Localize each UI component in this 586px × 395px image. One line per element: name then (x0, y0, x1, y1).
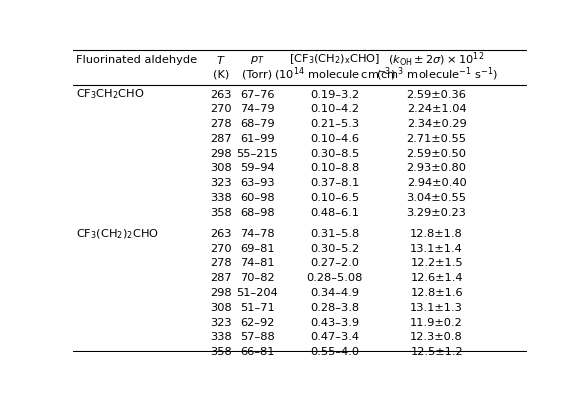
Text: 0.30–8.5: 0.30–8.5 (310, 149, 359, 158)
Text: 12.5±1.2: 12.5±1.2 (410, 347, 463, 357)
Text: 2.71±0.55: 2.71±0.55 (407, 134, 466, 144)
Text: 263: 263 (210, 229, 231, 239)
Text: 287: 287 (210, 134, 231, 144)
Text: 51–71: 51–71 (240, 303, 275, 313)
Text: 308: 308 (210, 303, 231, 313)
Text: 0.31–5.8: 0.31–5.8 (310, 229, 359, 239)
Text: 2.59±0.36: 2.59±0.36 (407, 90, 466, 100)
Text: 0.55–4.0: 0.55–4.0 (310, 347, 359, 357)
Text: 62–92: 62–92 (240, 318, 274, 327)
Text: 358: 358 (210, 347, 231, 357)
Text: 13.1±1.3: 13.1±1.3 (410, 303, 463, 313)
Text: 2.59±0.50: 2.59±0.50 (407, 149, 466, 158)
Text: 0.19–3.2: 0.19–3.2 (310, 90, 359, 100)
Text: 298: 298 (210, 288, 231, 298)
Text: 2.94±0.40: 2.94±0.40 (407, 178, 466, 188)
Text: $T$: $T$ (216, 54, 226, 66)
Text: 2.34±0.29: 2.34±0.29 (407, 119, 466, 129)
Text: 67–76: 67–76 (240, 90, 274, 100)
Text: 270: 270 (210, 244, 231, 254)
Text: 323: 323 (210, 178, 231, 188)
Text: 66–81: 66–81 (240, 347, 274, 357)
Text: $(\mathrm{cm^3\ molecule^{-1}\ s^{-1}})$: $(\mathrm{cm^3\ molecule^{-1}\ s^{-1}})$ (376, 65, 498, 83)
Text: 3.04±0.55: 3.04±0.55 (407, 193, 466, 203)
Text: 0.10–4.2: 0.10–4.2 (310, 104, 359, 114)
Text: 278: 278 (210, 258, 231, 269)
Text: 0.28–5.08: 0.28–5.08 (306, 273, 363, 283)
Text: 59–94: 59–94 (240, 163, 274, 173)
Text: 74–81: 74–81 (240, 258, 274, 269)
Text: 298: 298 (210, 149, 231, 158)
Text: 3.29±0.23: 3.29±0.23 (407, 207, 466, 218)
Text: 12.2±1.5: 12.2±1.5 (410, 258, 463, 269)
Text: $(k_\mathrm{OH}\pm2\sigma)\times10^{12}$: $(k_\mathrm{OH}\pm2\sigma)\times10^{12}$ (389, 51, 485, 69)
Text: 0.47–3.4: 0.47–3.4 (310, 332, 359, 342)
Text: 57–88: 57–88 (240, 332, 275, 342)
Text: 270: 270 (210, 104, 231, 114)
Text: 2.24±1.04: 2.24±1.04 (407, 104, 466, 114)
Text: $[\mathrm{CF_3(CH_2)_xCHO}]$: $[\mathrm{CF_3(CH_2)_xCHO}]$ (289, 53, 380, 66)
Text: 0.34–4.9: 0.34–4.9 (310, 288, 359, 298)
Text: (K): (K) (213, 69, 229, 79)
Text: $\mathrm{CF_3CH_2CHO}$: $\mathrm{CF_3CH_2CHO}$ (76, 88, 144, 102)
Text: 0.30–5.2: 0.30–5.2 (310, 244, 359, 254)
Text: 12.8±1.8: 12.8±1.8 (410, 229, 463, 239)
Text: 0.21–5.3: 0.21–5.3 (310, 119, 359, 129)
Text: 0.27–2.0: 0.27–2.0 (310, 258, 359, 269)
Text: 263: 263 (210, 90, 231, 100)
Text: 12.8±1.6: 12.8±1.6 (410, 288, 463, 298)
Text: 323: 323 (210, 318, 231, 327)
Text: 12.6±1.4: 12.6±1.4 (410, 273, 463, 283)
Text: 70–82: 70–82 (240, 273, 274, 283)
Text: 278: 278 (210, 119, 231, 129)
Text: 287: 287 (210, 273, 231, 283)
Text: 61–99: 61–99 (240, 134, 274, 144)
Text: $(10^{14}\ \mathrm{molecule\,cm^{-3}})$: $(10^{14}\ \mathrm{molecule\,cm^{-3}})$ (274, 65, 395, 83)
Text: 74–79: 74–79 (240, 104, 274, 114)
Text: 12.3±0.8: 12.3±0.8 (410, 332, 463, 342)
Text: 60–98: 60–98 (240, 193, 274, 203)
Text: 308: 308 (210, 163, 231, 173)
Text: (Torr): (Torr) (242, 69, 272, 79)
Text: 358: 358 (210, 207, 231, 218)
Text: 0.48–6.1: 0.48–6.1 (310, 207, 359, 218)
Text: 63–93: 63–93 (240, 178, 274, 188)
Text: 68–98: 68–98 (240, 207, 274, 218)
Text: 74–78: 74–78 (240, 229, 274, 239)
Text: 55–215: 55–215 (236, 149, 278, 158)
Text: Fluorinated aldehyde: Fluorinated aldehyde (76, 55, 197, 64)
Text: 0.28–3.8: 0.28–3.8 (310, 303, 359, 313)
Text: 13.1±1.4: 13.1±1.4 (410, 244, 463, 254)
Text: 338: 338 (210, 332, 231, 342)
Text: 69–81: 69–81 (240, 244, 274, 254)
Text: 2.93±0.80: 2.93±0.80 (407, 163, 466, 173)
Text: 11.9±0.2: 11.9±0.2 (410, 318, 463, 327)
Text: 51–204: 51–204 (236, 288, 278, 298)
Text: 0.37–8.1: 0.37–8.1 (310, 178, 359, 188)
Text: 0.10–6.5: 0.10–6.5 (310, 193, 359, 203)
Text: $p_T$: $p_T$ (250, 54, 264, 66)
Text: 0.43–3.9: 0.43–3.9 (310, 318, 359, 327)
Text: $\mathrm{CF_3(CH_2)_2CHO}$: $\mathrm{CF_3(CH_2)_2CHO}$ (76, 227, 159, 241)
Text: 0.10–8.8: 0.10–8.8 (310, 163, 359, 173)
Text: 338: 338 (210, 193, 231, 203)
Text: 0.10–4.6: 0.10–4.6 (310, 134, 359, 144)
Text: 68–79: 68–79 (240, 119, 274, 129)
